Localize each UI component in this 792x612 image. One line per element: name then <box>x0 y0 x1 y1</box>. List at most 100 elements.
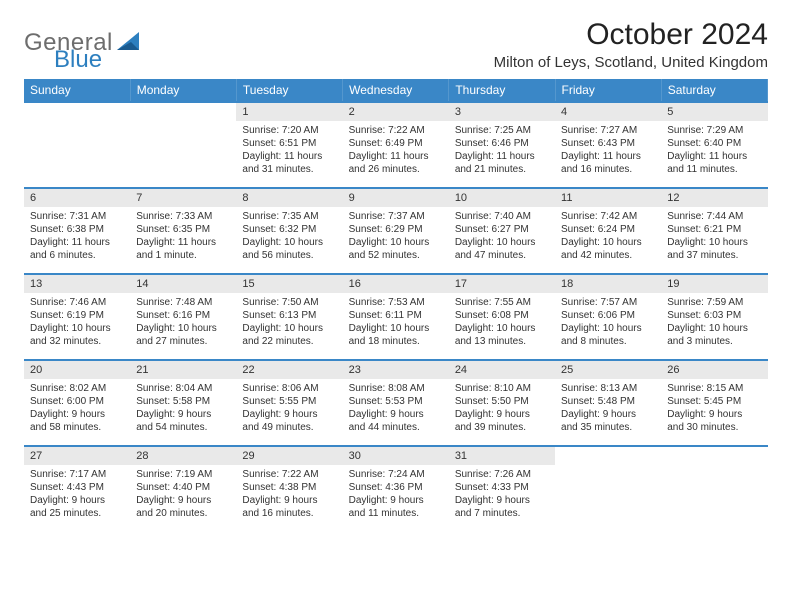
sunrise-text: Sunrise: 7:25 AM <box>455 124 549 137</box>
sunset-text: Sunset: 6:29 PM <box>349 223 443 236</box>
sunset-text: Sunset: 6:19 PM <box>30 309 124 322</box>
day-number: 23 <box>343 359 449 379</box>
daylight-text: Daylight: 11 hours and 11 minutes. <box>667 150 761 176</box>
day-number: 27 <box>24 445 130 465</box>
sunrise-text: Sunrise: 7:17 AM <box>30 468 124 481</box>
daylight-text: Daylight: 9 hours and 11 minutes. <box>349 494 443 520</box>
daylight-text: Daylight: 10 hours and 37 minutes. <box>667 236 761 262</box>
calendar-cell: 30Sunrise: 7:24 AMSunset: 4:36 PMDayligh… <box>343 445 449 531</box>
daylight-text: Daylight: 9 hours and 20 minutes. <box>136 494 230 520</box>
location-label: Milton of Leys, Scotland, United Kingdom <box>494 54 768 71</box>
day-number: 15 <box>236 273 342 293</box>
daylight-text: Daylight: 10 hours and 52 minutes. <box>349 236 443 262</box>
day-details: Sunrise: 7:20 AMSunset: 6:51 PMDaylight:… <box>236 121 342 176</box>
daylight-text: Daylight: 11 hours and 16 minutes. <box>561 150 655 176</box>
day-number: 3 <box>449 101 555 121</box>
sunset-text: Sunset: 6:00 PM <box>30 395 124 408</box>
weekday-header: Monday <box>130 79 236 101</box>
day-details: Sunrise: 7:44 AMSunset: 6:21 PMDaylight:… <box>661 207 767 262</box>
day-number: 29 <box>236 445 342 465</box>
sunset-text: Sunset: 4:33 PM <box>455 481 549 494</box>
daylight-text: Daylight: 10 hours and 18 minutes. <box>349 322 443 348</box>
day-details: Sunrise: 7:27 AMSunset: 6:43 PMDaylight:… <box>555 121 661 176</box>
sunset-text: Sunset: 6:11 PM <box>349 309 443 322</box>
sunrise-text: Sunrise: 8:15 AM <box>667 382 761 395</box>
sunset-text: Sunset: 6:32 PM <box>242 223 336 236</box>
logo-mark-icon <box>115 26 143 59</box>
sunrise-text: Sunrise: 7:37 AM <box>349 210 443 223</box>
day-details: Sunrise: 8:08 AMSunset: 5:53 PMDaylight:… <box>343 379 449 434</box>
sunset-text: Sunset: 5:45 PM <box>667 395 761 408</box>
logo-text-blue: Blue <box>54 46 102 74</box>
sunrise-text: Sunrise: 7:44 AM <box>667 210 761 223</box>
day-details: Sunrise: 7:35 AMSunset: 6:32 PMDaylight:… <box>236 207 342 262</box>
calendar-cell: 13Sunrise: 7:46 AMSunset: 6:19 PMDayligh… <box>24 273 130 359</box>
calendar-cell: 16Sunrise: 7:53 AMSunset: 6:11 PMDayligh… <box>343 273 449 359</box>
daylight-text: Daylight: 11 hours and 1 minute. <box>136 236 230 262</box>
logo: General Blue <box>24 18 143 59</box>
day-number: 16 <box>343 273 449 293</box>
daylight-text: Daylight: 9 hours and 44 minutes. <box>349 408 443 434</box>
weekday-header: Saturday <box>661 79 767 101</box>
calendar-cell: 10Sunrise: 7:40 AMSunset: 6:27 PMDayligh… <box>449 187 555 273</box>
daylight-text: Daylight: 10 hours and 13 minutes. <box>455 322 549 348</box>
header: General Blue October 2024 Milton of Leys… <box>24 18 768 71</box>
sunrise-text: Sunrise: 7:33 AM <box>136 210 230 223</box>
calendar-cell <box>661 445 767 531</box>
daylight-text: Daylight: 9 hours and 7 minutes. <box>455 494 549 520</box>
calendar-cell: 5Sunrise: 7:29 AMSunset: 6:40 PMDaylight… <box>661 101 767 187</box>
sunset-text: Sunset: 6:16 PM <box>136 309 230 322</box>
sunrise-text: Sunrise: 7:22 AM <box>242 468 336 481</box>
sunset-text: Sunset: 6:27 PM <box>455 223 549 236</box>
calendar-cell: 7Sunrise: 7:33 AMSunset: 6:35 PMDaylight… <box>130 187 236 273</box>
sunrise-text: Sunrise: 7:59 AM <box>667 296 761 309</box>
day-details: Sunrise: 7:25 AMSunset: 6:46 PMDaylight:… <box>449 121 555 176</box>
sunset-text: Sunset: 4:36 PM <box>349 481 443 494</box>
day-details: Sunrise: 7:33 AMSunset: 6:35 PMDaylight:… <box>130 207 236 262</box>
day-number: 22 <box>236 359 342 379</box>
day-number: 6 <box>24 187 130 207</box>
day-details: Sunrise: 7:46 AMSunset: 6:19 PMDaylight:… <box>24 293 130 348</box>
daylight-text: Daylight: 10 hours and 3 minutes. <box>667 322 761 348</box>
calendar-cell: 17Sunrise: 7:55 AMSunset: 6:08 PMDayligh… <box>449 273 555 359</box>
calendar-cell: 18Sunrise: 7:57 AMSunset: 6:06 PMDayligh… <box>555 273 661 359</box>
sunrise-text: Sunrise: 7:40 AM <box>455 210 549 223</box>
sunset-text: Sunset: 6:51 PM <box>242 137 336 150</box>
daylight-text: Daylight: 9 hours and 39 minutes. <box>455 408 549 434</box>
sunrise-text: Sunrise: 8:13 AM <box>561 382 655 395</box>
day-details: Sunrise: 8:13 AMSunset: 5:48 PMDaylight:… <box>555 379 661 434</box>
sunrise-text: Sunrise: 8:08 AM <box>349 382 443 395</box>
day-number: 17 <box>449 273 555 293</box>
sunrise-text: Sunrise: 7:53 AM <box>349 296 443 309</box>
calendar-cell: 25Sunrise: 8:13 AMSunset: 5:48 PMDayligh… <box>555 359 661 445</box>
sunset-text: Sunset: 6:13 PM <box>242 309 336 322</box>
sunrise-text: Sunrise: 8:10 AM <box>455 382 549 395</box>
day-details: Sunrise: 7:42 AMSunset: 6:24 PMDaylight:… <box>555 207 661 262</box>
sunset-text: Sunset: 5:48 PM <box>561 395 655 408</box>
daylight-text: Daylight: 9 hours and 30 minutes. <box>667 408 761 434</box>
day-number: 20 <box>24 359 130 379</box>
calendar-cell: 19Sunrise: 7:59 AMSunset: 6:03 PMDayligh… <box>661 273 767 359</box>
day-details: Sunrise: 7:22 AMSunset: 4:38 PMDaylight:… <box>236 465 342 520</box>
calendar-row: 20Sunrise: 8:02 AMSunset: 6:00 PMDayligh… <box>24 359 768 445</box>
sunrise-text: Sunrise: 7:50 AM <box>242 296 336 309</box>
day-details: Sunrise: 7:37 AMSunset: 6:29 PMDaylight:… <box>343 207 449 262</box>
day-number: 19 <box>661 273 767 293</box>
sunrise-text: Sunrise: 7:29 AM <box>667 124 761 137</box>
daylight-text: Daylight: 10 hours and 42 minutes. <box>561 236 655 262</box>
calendar-cell: 22Sunrise: 8:06 AMSunset: 5:55 PMDayligh… <box>236 359 342 445</box>
calendar-cell <box>24 101 130 187</box>
sunset-text: Sunset: 5:58 PM <box>136 395 230 408</box>
sunset-text: Sunset: 6:24 PM <box>561 223 655 236</box>
calendar-cell: 14Sunrise: 7:48 AMSunset: 6:16 PMDayligh… <box>130 273 236 359</box>
day-number: 7 <box>130 187 236 207</box>
day-details: Sunrise: 7:53 AMSunset: 6:11 PMDaylight:… <box>343 293 449 348</box>
day-number: 26 <box>661 359 767 379</box>
day-details: Sunrise: 8:10 AMSunset: 5:50 PMDaylight:… <box>449 379 555 434</box>
day-number: 10 <box>449 187 555 207</box>
daylight-text: Daylight: 10 hours and 27 minutes. <box>136 322 230 348</box>
day-number: 13 <box>24 273 130 293</box>
sunrise-text: Sunrise: 8:04 AM <box>136 382 230 395</box>
calendar-cell: 12Sunrise: 7:44 AMSunset: 6:21 PMDayligh… <box>661 187 767 273</box>
day-details: Sunrise: 8:06 AMSunset: 5:55 PMDaylight:… <box>236 379 342 434</box>
